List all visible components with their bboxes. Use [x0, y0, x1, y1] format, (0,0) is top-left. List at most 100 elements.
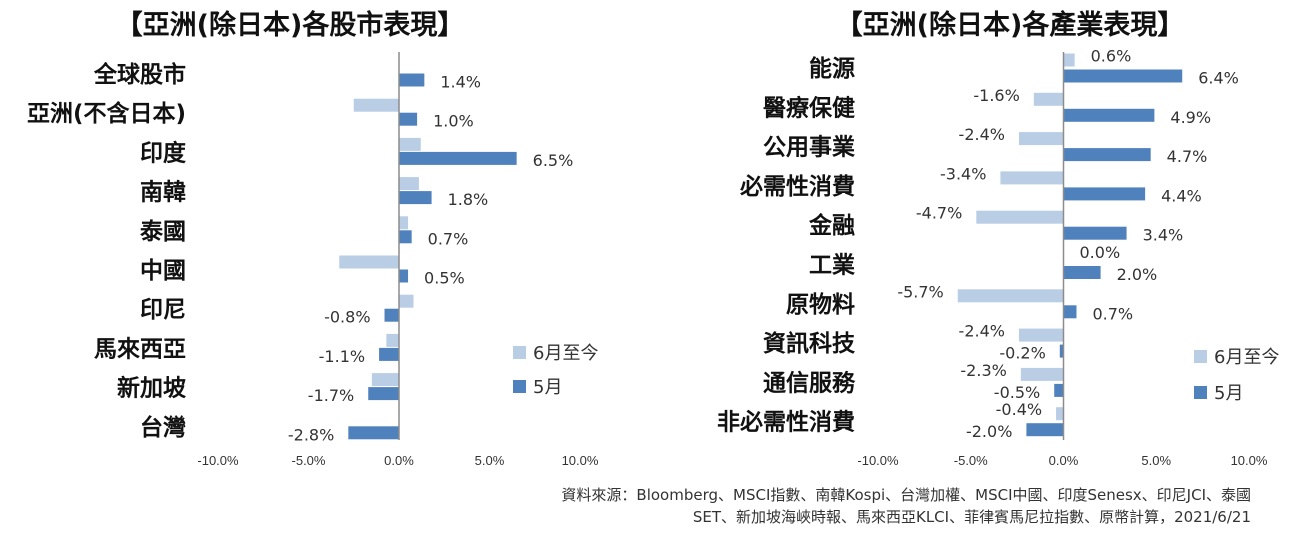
chart1-category-label: 亞洲(不含日本)	[27, 100, 186, 127]
chart1-data-label-may: 6.5%	[533, 151, 574, 170]
chart1-data-label-may: 1.8%	[448, 190, 489, 209]
chart1-category-label: 中國	[140, 258, 186, 284]
chart1-data-label-may: -0.8%	[324, 308, 370, 327]
chart2-legend-swatch-june	[1194, 350, 1207, 363]
chart1-bar-may	[384, 308, 399, 322]
chart1-data-label-may: 1.4%	[440, 73, 481, 92]
chart2-data-label-may: 6.4%	[1198, 69, 1239, 88]
chart1-tick-label: -5.0%	[292, 453, 326, 468]
chart1-bar-may	[399, 269, 409, 283]
chart2-bar-june	[1063, 53, 1075, 67]
chart2-data-label-may: 0.7%	[1092, 304, 1133, 323]
chart1-data-label-may: 1.0%	[433, 112, 474, 131]
chart2-bar-june	[1000, 171, 1064, 185]
chart2-data-label-may: 2.0%	[1117, 265, 1158, 284]
chart2-data-label-june: 0.6%	[1091, 47, 1132, 66]
chart2-legend-label-june: 6月至今	[1214, 347, 1279, 368]
chart2-tick-label: 0.0%	[1049, 453, 1079, 468]
source-line-2: SET、新加坡海峽時報、馬來西亞KLCI、菲律賓馬尼拉指數、原幣計算，2021/…	[692, 508, 1251, 526]
chart1-data-label-may: -1.1%	[319, 347, 365, 366]
chart2-tick-label: 10.0%	[1231, 453, 1268, 468]
chart1-legend-swatch-may	[513, 380, 526, 393]
chart1-bar-may	[399, 73, 425, 87]
chart2-tick-label: -5.0%	[954, 453, 988, 468]
chart2-category-label: 醫療保健	[763, 94, 855, 121]
chart2-category-label: 金融	[808, 212, 855, 239]
chart2-bar-may	[1063, 266, 1101, 279]
chart2-bar-may	[1063, 148, 1151, 162]
chart2-category-label: 工業	[809, 252, 856, 279]
chart2-category-label: 能源	[809, 55, 855, 82]
chart2-bar-may	[1063, 108, 1155, 122]
chart1-tick-label: 10.0%	[562, 453, 599, 468]
chart2-bar-may	[1063, 69, 1183, 83]
chart2-data-label-june: -2.4%	[959, 322, 1005, 341]
chart2-category-label: 資訊科技	[763, 330, 856, 357]
chart1-category-label: 印度	[140, 139, 187, 166]
chart2-category-label: 非必需性消費	[717, 409, 855, 436]
chart2-bar-june	[1020, 367, 1064, 381]
chart1-category-label: 南韓	[140, 179, 186, 206]
chart1-category-label: 泰國	[139, 218, 186, 245]
chart1-bar-may	[399, 151, 517, 165]
chart2-data-label-june: -2.4%	[959, 125, 1005, 144]
chart1-bar-june	[399, 177, 419, 191]
chart2-data-label-june: -3.4%	[940, 164, 986, 183]
chart1-category-label: 全球股市	[93, 61, 186, 88]
chart1-bar-june	[399, 294, 414, 308]
chart1-category-label: 馬來西亞	[94, 336, 186, 362]
chart2-data-label-may: -0.2%	[999, 344, 1045, 363]
source-line-1: 資料來源：Bloomberg、MSCI指數、南韓Kospi、台灣加權、MSCI中…	[561, 486, 1251, 504]
chart2-data-label-june: -1.6%	[973, 86, 1019, 105]
chart1-category-label: 新加坡	[117, 375, 186, 402]
chart2-bar-may	[1063, 305, 1077, 319]
chart1-tick-label: 0.0%	[384, 453, 414, 468]
chart2-bar-june	[957, 289, 1064, 303]
chart2-data-label-may: 4.4%	[1161, 186, 1202, 205]
chart1-bar-june	[399, 216, 409, 230]
chart2-data-label-june: -4.7%	[916, 204, 962, 223]
chart2-category-label: 公用事業	[763, 134, 856, 161]
chart2-data-label-may: 4.7%	[1167, 147, 1208, 166]
chart1-bar-june	[386, 333, 399, 347]
chart2-bar-may	[1063, 187, 1146, 201]
chart2-bar-may	[1054, 383, 1064, 397]
chart2-data-label-may: -0.5%	[994, 383, 1040, 402]
chart1-bar-may	[368, 387, 399, 401]
chart2-data-label-june: 0.0%	[1080, 243, 1121, 262]
chart2-data-label-june: -0.4%	[996, 400, 1042, 419]
chart1-data-label-may: 0.5%	[424, 269, 465, 288]
chart2-title: 【亞洲(除日本)各產業表現】	[836, 9, 1185, 41]
chart2-bar-june	[1018, 132, 1064, 146]
chart2-tick-label: 5.0%	[1141, 453, 1171, 468]
chart2-bar-june	[1033, 92, 1064, 106]
chart1-bar-june	[339, 255, 399, 269]
chart1-category-label: 台灣	[140, 414, 186, 441]
chart1-data-label-may: -1.7%	[308, 386, 354, 405]
chart1-tick-label: -10.0%	[197, 453, 239, 468]
chart2-legend-swatch-may	[1194, 386, 1207, 399]
chart2-data-label-may: 3.4%	[1143, 226, 1184, 245]
chart1-title: 【亞洲(除日本)各股市表現】	[116, 9, 465, 41]
chart1-bar-may	[399, 112, 418, 126]
chart2-bar-may	[1026, 423, 1064, 437]
chart1-bar-june	[353, 98, 399, 112]
chart1-category-label: 印尼	[140, 297, 186, 323]
chart2-bar-june	[1018, 328, 1064, 342]
chart1-legend-label-may: 5月	[533, 377, 562, 398]
chart2-bar-june	[1056, 407, 1064, 421]
chart1-data-label-may: 0.7%	[428, 229, 469, 248]
chart2-tick-label: -10.0%	[857, 453, 899, 468]
chart2-bar-may	[1063, 226, 1127, 240]
chart2-category-label: 通信服務	[763, 369, 856, 396]
chart2-data-label-june: -2.3%	[960, 361, 1006, 380]
chart1-bar-june	[399, 137, 421, 151]
chart1-tick-label: 5.0%	[475, 453, 505, 468]
chart1-bar-may	[399, 230, 412, 244]
chart1-legend-label-june: 6月至今	[533, 343, 598, 364]
chart2-data-label-june: -5.7%	[897, 282, 943, 301]
chart1-legend-swatch-june	[513, 346, 526, 359]
source-note: 資料來源：Bloomberg、MSCI指數、南韓Kospi、台灣加權、MSCI中…	[561, 484, 1251, 528]
chart2-bar-may	[1059, 344, 1064, 358]
